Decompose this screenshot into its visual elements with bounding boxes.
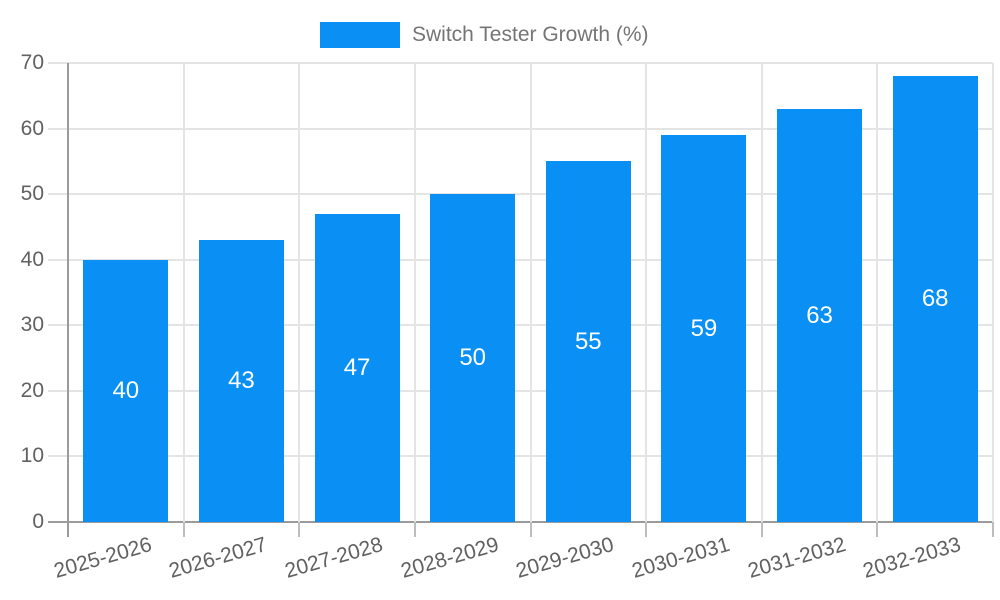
h-gridline	[48, 62, 993, 64]
legend-swatch-icon	[320, 22, 400, 48]
legend-label: Switch Tester Growth (%)	[412, 23, 649, 46]
legend[interactable]: Switch Tester Growth (%)	[320, 22, 649, 48]
bar-value-label: 43	[228, 367, 255, 394]
x-axis-tick-mark	[760, 522, 763, 537]
x-axis-tick-mark	[413, 522, 416, 537]
y-axis-tick-label: 60	[20, 116, 44, 140]
x-axis-tick-label: 2028-2029	[398, 533, 502, 583]
x-axis-line	[48, 521, 993, 523]
v-gridline	[298, 63, 301, 522]
v-gridline	[992, 63, 994, 522]
y-axis-line	[67, 63, 69, 522]
h-gridline	[48, 324, 993, 327]
x-axis-tick-mark	[645, 522, 648, 537]
y-axis-tick-label: 50	[20, 182, 44, 206]
x-axis-tick-mark	[67, 522, 69, 537]
x-axis-tick-label: 2027-2028	[282, 533, 386, 583]
y-axis-tick-label: 10	[20, 444, 44, 468]
v-gridline	[529, 63, 532, 522]
h-gridline	[48, 389, 993, 392]
bar-value-label: 59	[690, 314, 718, 342]
bar[interactable]: 68	[892, 76, 978, 522]
x-axis-tick-label: 2031-2032	[745, 533, 848, 583]
bar-value-label: 50	[459, 344, 487, 371]
v-gridline	[760, 63, 763, 522]
bar-value-label: 68	[921, 285, 949, 312]
bar-value-label: 47	[343, 354, 371, 381]
bar[interactable]: 55	[545, 161, 631, 522]
bar[interactable]: 47	[314, 214, 400, 522]
bar[interactable]: 63	[777, 109, 863, 522]
bar-value-label: 63	[806, 301, 833, 329]
x-axis-tick-mark	[182, 522, 185, 537]
y-axis-tick-label: 40	[20, 247, 44, 271]
x-axis-tick-label: 2025-2026	[51, 533, 155, 583]
bar[interactable]: 50	[430, 194, 516, 522]
v-gridline	[876, 63, 879, 522]
bar[interactable]: 43	[198, 240, 284, 522]
h-gridline	[48, 127, 993, 130]
bar-value-label: 40	[112, 377, 140, 404]
y-axis-tick-label: 0	[32, 510, 44, 533]
x-axis-tick-mark	[529, 522, 532, 537]
h-gridline	[48, 455, 993, 458]
bar-value-label: 55	[574, 327, 602, 355]
x-axis-tick-label: 2030-2031	[629, 533, 733, 583]
bar[interactable]: 40	[83, 260, 169, 522]
x-axis-tick-label: 2032-2033	[860, 533, 964, 583]
x-axis-tick-mark	[876, 522, 879, 537]
bar[interactable]: 59	[661, 135, 747, 522]
v-gridline	[182, 63, 185, 522]
y-axis-tick-label: 30	[20, 313, 44, 337]
y-axis-tick-label: 70	[20, 51, 44, 74]
x-axis-tick-label: 2029-2030	[513, 533, 617, 583]
x-axis-tick-mark	[298, 522, 301, 537]
v-gridline	[645, 63, 648, 522]
h-gridline	[48, 193, 993, 196]
h-gridline	[48, 258, 993, 261]
y-axis-tick-label: 20	[20, 378, 44, 402]
x-axis-tick-mark	[992, 522, 994, 537]
x-axis-tick-label: 2026-2027	[166, 533, 270, 583]
v-gridline	[413, 63, 416, 522]
